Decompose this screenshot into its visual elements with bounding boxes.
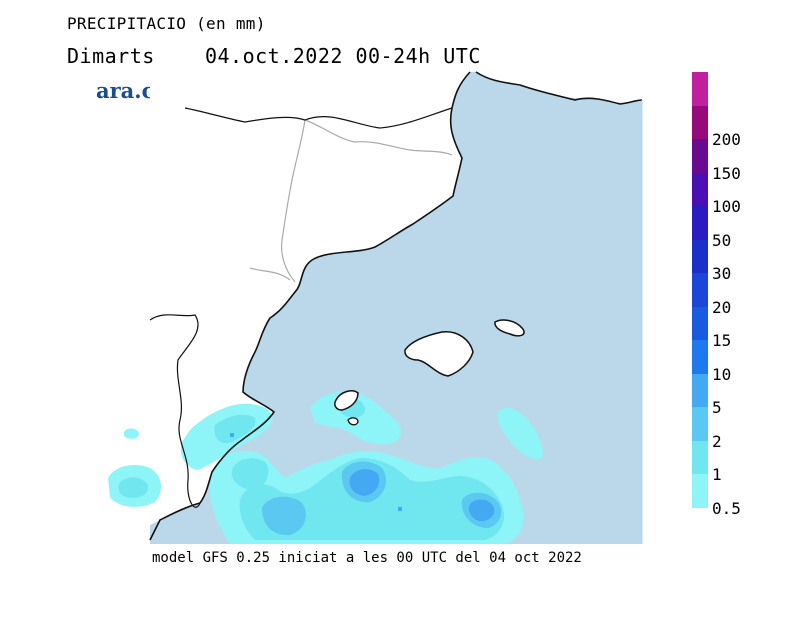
legend-swatch — [692, 105, 708, 140]
rain-area-core-center-inner — [349, 469, 380, 496]
coastline-iberia — [149, 71, 471, 541]
rain-area-south-belt-level3 — [262, 496, 306, 536]
legend-swatch — [692, 440, 708, 475]
rain-area-west-coast-inner — [118, 477, 149, 498]
legend-label: 5 — [712, 398, 722, 418]
legend-swatch — [692, 206, 708, 240]
rain-area-ebro-delta-inner — [214, 414, 256, 444]
border-valencia — [249, 267, 291, 281]
land-france — [476, 72, 642, 103]
legend-swatch — [692, 340, 708, 374]
legend-label: 100 — [712, 197, 741, 217]
legend-swatch — [692, 306, 708, 341]
legend-label: 2 — [712, 431, 722, 451]
border-catalonia-aragon — [280, 119, 306, 283]
legend-swatch — [692, 407, 708, 441]
precipitation-layer — [108, 391, 543, 544]
island-menorca — [494, 319, 525, 337]
rain-area-speck-1 — [398, 507, 402, 511]
precipitation-legend — [692, 72, 708, 508]
legend-label: 1 — [712, 465, 722, 485]
map-date-range: Dimarts 04.oct.2022 00-24h UTC — [67, 44, 481, 68]
coastline-france — [475, 71, 643, 105]
legend-label: 20 — [712, 297, 732, 317]
rain-area-speck-2 — [230, 433, 234, 437]
legend-swatch — [692, 273, 708, 307]
rain-area-core-east-inner — [468, 499, 495, 522]
legend-swatch — [692, 474, 708, 508]
border-national-west — [149, 314, 201, 508]
island-ibiza — [334, 390, 359, 411]
legend-label: 30 — [712, 264, 732, 284]
legend-label: 50 — [712, 230, 732, 250]
border-pyrenees — [304, 119, 453, 156]
rain-area-east-cell — [497, 407, 543, 460]
legend-label: 150 — [712, 163, 741, 183]
legend-swatch — [692, 72, 708, 106]
rain-area-small-cell — [124, 428, 139, 439]
legend-swatch — [692, 373, 708, 408]
legend-swatch — [692, 239, 708, 274]
map-title: PRECIPITACIO (en mm) — [67, 14, 266, 33]
island-formentera — [347, 417, 359, 426]
rain-area-coastal-south — [231, 458, 269, 490]
legend-label: 15 — [712, 331, 732, 351]
legend-label: 200 — [712, 130, 741, 150]
model-info: model GFS 0.25 iniciat a les 00 UTC del … — [152, 550, 582, 566]
legend-swatch — [692, 139, 708, 173]
border-national-north — [184, 107, 453, 129]
legend-label: 0.5 — [712, 499, 741, 518]
legend-label: 10 — [712, 364, 732, 384]
island-mallorca — [404, 331, 474, 377]
legend-swatch — [692, 172, 708, 207]
